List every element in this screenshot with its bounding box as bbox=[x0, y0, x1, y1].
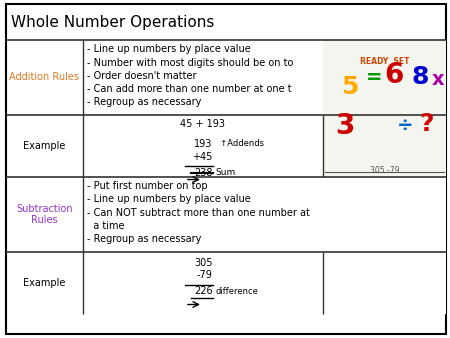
Text: Sum: Sum bbox=[216, 168, 236, 176]
Text: +45: +45 bbox=[193, 151, 213, 162]
Text: 3: 3 bbox=[335, 112, 355, 140]
Text: READY  SET: READY SET bbox=[360, 57, 409, 66]
Bar bbox=[323, 40, 446, 177]
Text: ↑Addends: ↑Addends bbox=[215, 139, 264, 148]
Text: 8: 8 bbox=[411, 65, 429, 89]
Bar bbox=[323, 177, 446, 314]
Text: 45 + 193: 45 + 193 bbox=[180, 119, 225, 128]
Text: 6: 6 bbox=[384, 61, 404, 89]
Text: =: = bbox=[366, 68, 382, 87]
Text: ÷: ÷ bbox=[397, 116, 413, 135]
Text: Whole Number Operations: Whole Number Operations bbox=[11, 15, 214, 30]
Text: -79: -79 bbox=[197, 270, 213, 281]
Text: difference: difference bbox=[216, 287, 259, 295]
Text: ?: ? bbox=[419, 112, 433, 136]
Text: Addition Rules: Addition Rules bbox=[9, 72, 79, 82]
Text: Subtraction
Rules: Subtraction Rules bbox=[16, 203, 73, 225]
Text: - Line up numbers by place value
- Number with most digits should be on to
- Ord: - Line up numbers by place value - Numbe… bbox=[87, 44, 293, 107]
Text: 5: 5 bbox=[341, 75, 359, 99]
Text: 226: 226 bbox=[194, 287, 213, 296]
Text: Example: Example bbox=[23, 278, 66, 288]
Text: - Put first number on top
- Line up numbers by place value
- Can NOT subtract mo: - Put first number on top - Line up numb… bbox=[87, 181, 310, 244]
Text: 193: 193 bbox=[194, 139, 213, 148]
Text: 238: 238 bbox=[194, 168, 213, 177]
Text: 305: 305 bbox=[194, 258, 213, 267]
Text: 305 -79: 305 -79 bbox=[369, 166, 399, 175]
Text: Example: Example bbox=[23, 141, 66, 151]
Text: x: x bbox=[431, 70, 444, 90]
